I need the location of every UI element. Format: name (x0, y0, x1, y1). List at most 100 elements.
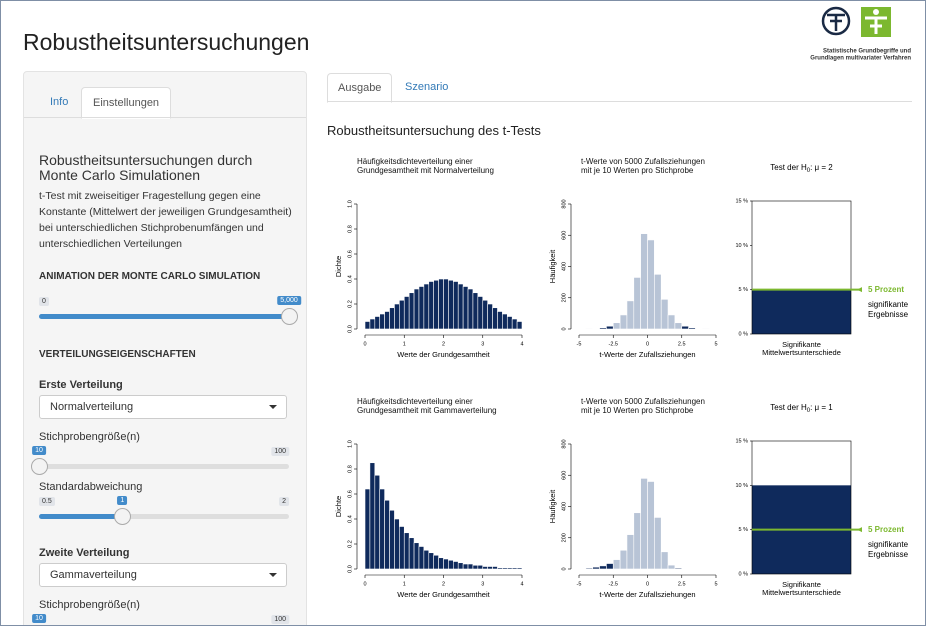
slider-min: 0 (39, 297, 49, 306)
y-tick-label: 0.8 (347, 465, 353, 473)
bar (413, 542, 420, 570)
bar (443, 278, 449, 330)
bar (502, 313, 508, 330)
bar (403, 532, 410, 570)
bar (516, 567, 523, 570)
select-box[interactable]: Normalverteilung (39, 395, 287, 419)
bar (660, 299, 669, 330)
bar (477, 564, 484, 570)
bar (633, 277, 641, 330)
title-text: : μ = 2 (810, 163, 833, 172)
y-tick-label: 10 % (735, 483, 748, 489)
bar (472, 564, 479, 570)
bar (674, 567, 683, 570)
bar (477, 296, 484, 330)
main-tab[interactable]: Ausgabe (327, 73, 393, 103)
bar (599, 565, 607, 570)
tab-line (24, 117, 306, 118)
y-tick-label: 15 % (735, 198, 748, 204)
x-tick-label: 2 (442, 581, 445, 587)
x-tick-label: -5 (577, 581, 582, 587)
bar (472, 292, 479, 330)
sidebar-panel (23, 71, 307, 625)
chart-title: Häufigkeitsdichteverteilung einer (357, 157, 473, 166)
page-title: Robustheitsuntersuchungen (23, 29, 310, 55)
bar (606, 563, 614, 570)
y-tick-label: 800 (561, 199, 567, 208)
y-tick-label: 0 (561, 327, 567, 330)
x-tick-label: -5 (577, 341, 582, 347)
bar (467, 288, 474, 330)
y-tick-label: 10 % (735, 243, 748, 249)
bar (497, 567, 503, 570)
bar (674, 322, 683, 330)
x-axis-label: Signifikante (782, 580, 821, 589)
bar (599, 327, 607, 330)
reference-label: 5 Prozent (868, 525, 904, 534)
bar (364, 488, 371, 570)
bar (418, 546, 425, 570)
chart-title: mit je 10 Werten pro Stichprobe (581, 166, 694, 175)
slider-handle[interactable] (114, 508, 132, 525)
slider-value: 5,000 (277, 296, 301, 305)
bar (413, 288, 420, 330)
bar (369, 462, 376, 570)
chart-title: Grundgesamtheit mit Gammaverteilung (357, 406, 497, 415)
y-tick-label: 0.0 (347, 565, 353, 573)
bar (585, 567, 593, 570)
main-tab[interactable]: Szenario (405, 81, 449, 93)
slider-max: 100 (271, 615, 289, 624)
slider-fill (39, 514, 123, 519)
bar (389, 509, 395, 570)
y-tick-label: 0 % (739, 331, 749, 337)
bar (640, 478, 648, 570)
y-tick-label: 0.2 (347, 300, 353, 308)
select-box[interactable]: Gammaverteilung (39, 563, 287, 587)
slider-label: Standardabweichung (39, 481, 143, 493)
bar (511, 567, 518, 570)
slider-handle[interactable] (31, 458, 48, 475)
bar (374, 474, 381, 570)
bar (389, 307, 395, 330)
slider-value: 1 (117, 496, 128, 505)
bar (379, 488, 385, 570)
bar (647, 239, 655, 330)
slider-fill (39, 314, 289, 319)
section-label: VERTEILUNGSEIGENSCHAFTEN (39, 349, 196, 360)
y-tick-label: 0.6 (347, 250, 353, 258)
chart-title: Grundgesamtheit mit Normalverteilung (357, 166, 494, 175)
reference-arrow (857, 527, 862, 533)
bar (438, 557, 444, 570)
x-tick-label: -2.5 (609, 581, 618, 587)
y-tick-label: 0.8 (347, 225, 353, 233)
y-tick-label: 600 (561, 231, 567, 240)
x-axis-label: Signifikante (782, 340, 821, 349)
annotation: Ergebnisse (868, 550, 909, 559)
bar (428, 552, 434, 570)
plot-frame (751, 200, 852, 335)
bar (592, 566, 600, 570)
bar (448, 559, 454, 570)
bar (462, 563, 469, 570)
bar (612, 559, 621, 570)
x-axis-label: Werte der Grundgesamtheit (397, 590, 490, 599)
x-axis-label: t-Werte der Zufallsziehungen (599, 590, 695, 599)
bar (438, 278, 444, 330)
bar (408, 537, 415, 570)
bar (403, 296, 410, 330)
bar (492, 307, 498, 330)
slider-handle[interactable] (281, 308, 298, 325)
x-tick-label: 4 (520, 581, 523, 587)
sidebar-tab[interactable]: Einstellungen (81, 87, 172, 119)
logo-text: Grundlagen multivariater Verfahren (810, 56, 911, 62)
bar (433, 279, 439, 330)
x-tick-label: 1 (403, 581, 406, 587)
bar (626, 300, 635, 330)
bar (408, 292, 415, 330)
y-tick-label: 0 (561, 567, 567, 570)
x-axis-label: Werte der Grundgesamtheit (397, 350, 490, 359)
sidebar-tab[interactable]: Info (50, 96, 69, 108)
x-tick-label: 2 (442, 341, 445, 347)
x-axis-label: Mittelwertsunterschiede (762, 588, 841, 597)
distribution-label: Erste Verteilung (39, 379, 123, 391)
